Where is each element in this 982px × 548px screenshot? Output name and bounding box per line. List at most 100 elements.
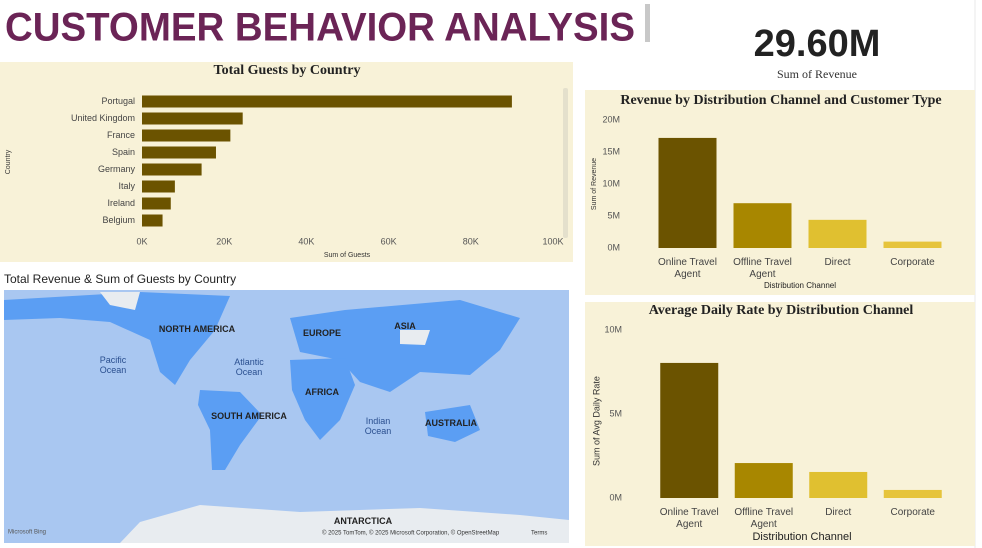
land [4,292,230,385]
x-tick-label: 100K [542,236,563,246]
map-label: AUSTRALIA [425,418,477,428]
land [290,358,355,440]
bar [142,112,243,125]
map-label-box: Pacific Ocean [99,355,127,375]
bar [809,471,868,498]
map-label-box: Atlantic Ocean [234,357,264,377]
y-tick-label: United Kingdom [71,113,135,123]
map-label: SOUTH AMERICA [211,411,287,421]
x-tick-label: Corporate [890,257,935,268]
map-label: NORTH AMERICA [158,324,236,334]
x-tick-label-box: Online Travel Agent [659,507,719,530]
land [100,292,140,310]
bar [142,214,163,227]
map-label-box: AFRICA [305,387,339,397]
y-tick-label: Belgium [102,215,135,225]
x-tick-label-box: Offline Travel Agent [734,507,794,530]
bar [660,362,719,498]
dashboard-title: CUSTOMER BEHAVIOR ANALYSIS [5,6,635,50]
bar [734,463,793,498]
bar [733,203,792,248]
y-axis-label: Sum of Avg Daily Rate [591,376,601,466]
x-tick-label-box: Corporate [890,507,935,518]
x-tick-label: 80K [463,236,479,246]
x-tick-label: Online Travel Agent [659,507,719,530]
x-tick-label: Online Travel Agent [658,257,717,280]
x-tick-label: 20K [216,236,232,246]
map-title: Total Revenue & Sum of Guests by Country [4,272,236,286]
bar [883,489,942,498]
x-axis-label: Sum of Guests [324,252,371,259]
y-tick-label: Germany [98,164,136,174]
bar [883,241,942,248]
x-tick-label-box: Offline Travel Agent [733,257,792,280]
map-provider: Microsoft Bing [8,530,46,536]
chart-title: Revenue by Distribution Channel and Cust… [620,93,941,108]
x-tick-label: 40K [298,236,314,246]
bar [808,219,867,248]
map-label: AFRICA [305,387,339,397]
bar [142,146,216,159]
y-axis-label: Sum of Revenue [591,158,598,210]
chart-title: Average Daily Rate by Distribution Chann… [649,303,914,318]
map-label: ASIA [394,321,416,331]
map-label: ANTARCTICA [333,516,393,526]
y-tick-label: 5M [607,210,620,220]
x-axis-label: Distribution Channel [752,531,851,543]
y-tick-label: 0M [607,242,620,252]
land [425,405,480,442]
title-divider [645,4,650,42]
bar [142,129,231,142]
map-label-box: ASIA [394,321,416,331]
y-tick-label: 5M [609,408,622,418]
land [290,300,520,392]
panel [585,90,975,295]
chart-title: Total Guests by Country [214,63,361,78]
y-tick-label: 15M [602,146,620,156]
y-tick-label: France [107,130,135,140]
x-tick-label: Corporate [890,507,935,518]
x-tick-label-box: Corporate [890,257,935,268]
panel [585,302,975,546]
kpi-label: Sum of Revenue [777,67,857,81]
bar [142,163,202,176]
x-tick-label-box: Direct [825,507,852,518]
y-tick-label: 0M [609,492,622,502]
map-label-box: EUROPE [303,328,341,338]
map-copyright: © 2025 TomTom, © 2025 Microsoft Corporat… [322,530,500,537]
bar [142,197,171,210]
land [400,330,430,345]
x-tick-label-box: Direct [824,257,851,268]
y-tick-label: 10M [604,324,622,334]
land [198,390,262,470]
kpi-value: 29.60M [754,23,881,65]
map: Microsoft Bing © 2025 TomTom, © 2025 Mic… [4,290,569,543]
map-label-box: ANTARCTICA [333,516,393,526]
x-tick-label-box: Online Travel Agent [658,257,717,280]
y-tick-label: Portugal [101,96,135,106]
x-tick-label: Direct [824,257,851,268]
map-label-box: SOUTH AMERICA [211,411,287,421]
y-axis-label: Country [5,149,12,174]
bar [142,180,175,193]
x-axis-label: Distribution Channel [764,281,836,290]
map-label: Indian Ocean [364,416,392,436]
panel [0,62,573,262]
x-tick-label: Offline Travel Agent [734,507,794,530]
land [120,505,569,543]
bar [658,137,717,248]
x-tick-label: Direct [825,507,852,518]
y-tick-label: Ireland [107,198,135,208]
x-tick-label: 0K [136,236,147,246]
map-label-box: AUSTRALIA [425,418,477,428]
y-tick-label: 10M [602,178,620,188]
map-label-box: NORTH AMERICA [158,324,236,334]
map-label: Pacific Ocean [99,355,127,375]
map-label-box: Indian Ocean [364,416,392,436]
scrollbar [563,88,568,238]
bar [142,95,512,108]
y-tick-label: 20M [602,114,620,124]
map-terms[interactable]: Terms [531,531,547,537]
x-tick-label: 60K [381,236,397,246]
